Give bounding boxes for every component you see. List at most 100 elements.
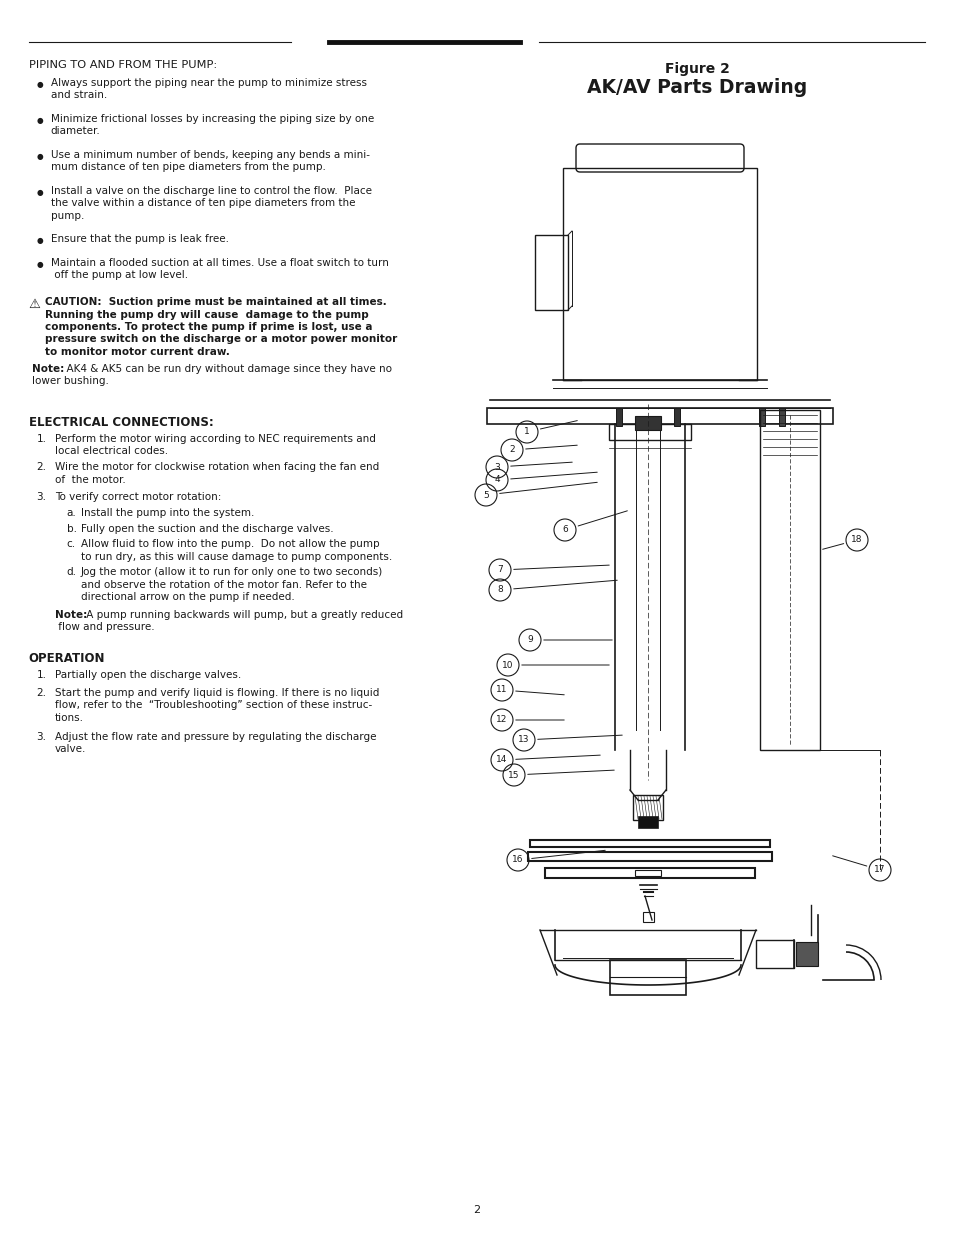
Bar	[530, 840, 769, 847]
Text: Always support the piping near the pump to minimize stress: Always support the piping near the pump …	[51, 78, 366, 88]
Text: 2: 2	[473, 1205, 480, 1215]
Text: 13: 13	[517, 736, 529, 745]
Text: d.: d.	[67, 567, 76, 577]
Text: Fully open the suction and the discharge valves.: Fully open the suction and the discharge…	[81, 524, 333, 534]
Text: 2: 2	[509, 446, 515, 454]
Text: ELECTRICAL CONNECTIONS:: ELECTRICAL CONNECTIONS:	[29, 416, 213, 430]
Bar	[633, 795, 662, 820]
Text: Jog the motor (allow it to run for only one to two seconds): Jog the motor (allow it to run for only …	[81, 567, 382, 577]
Text: OPERATION: OPERATION	[29, 652, 105, 666]
Text: 1.: 1.	[36, 669, 47, 679]
Bar	[635, 869, 660, 876]
Bar	[760, 410, 820, 750]
Text: Perform the motor wiring according to NEC requirements and: Perform the motor wiring according to NE…	[54, 433, 375, 443]
Text: Use a minimum number of bends, keeping any bends a mini-: Use a minimum number of bends, keeping a…	[51, 149, 369, 161]
Text: a.: a.	[67, 508, 76, 517]
Bar	[795, 942, 817, 966]
Text: mum distance of ten pipe diameters from the pump.: mum distance of ten pipe diameters from …	[51, 163, 325, 173]
Text: 10: 10	[501, 661, 514, 669]
Bar	[527, 852, 771, 861]
Text: flow and pressure.: flow and pressure.	[54, 622, 154, 632]
Text: 8: 8	[497, 585, 502, 594]
Bar	[635, 416, 660, 430]
Text: Adjust the flow rate and pressure by regulating the discharge: Adjust the flow rate and pressure by reg…	[54, 731, 375, 741]
Text: pump.: pump.	[51, 211, 84, 221]
Bar	[759, 408, 764, 426]
Text: lower bushing.: lower bushing.	[31, 375, 109, 387]
Text: flow, refer to the  “Troubleshooting” section of these instruc-: flow, refer to the “Troubleshooting” sec…	[54, 700, 372, 710]
Text: local electrical codes.: local electrical codes.	[54, 446, 168, 456]
Text: 3: 3	[494, 462, 499, 472]
Text: 6: 6	[561, 526, 567, 535]
Text: 7: 7	[497, 566, 502, 574]
Text: 2.: 2.	[36, 462, 47, 473]
Text: 3.: 3.	[36, 731, 47, 741]
Text: off the pump at low level.: off the pump at low level.	[51, 270, 188, 280]
Text: 3.: 3.	[36, 492, 47, 501]
Text: A pump running backwards will pump, but a greatly reduced: A pump running backwards will pump, but …	[83, 610, 402, 620]
Text: components. To protect the pump if prime is lost, use a: components. To protect the pump if prime…	[45, 322, 372, 332]
Text: ●: ●	[36, 261, 43, 269]
Text: Figure 2: Figure 2	[664, 62, 729, 77]
Text: of  the motor.: of the motor.	[54, 475, 125, 485]
Text: Start the pump and verify liquid is flowing. If there is no liquid: Start the pump and verify liquid is flow…	[54, 688, 378, 698]
Text: and observe the rotation of the motor fan. Refer to the: and observe the rotation of the motor fa…	[81, 579, 366, 589]
Text: ●: ●	[36, 188, 43, 198]
Text: 14: 14	[496, 756, 507, 764]
Text: valve.: valve.	[54, 743, 86, 755]
Text: 18: 18	[850, 536, 862, 545]
Text: ●: ●	[36, 116, 43, 125]
Text: pressure switch on the discharge or a motor power monitor: pressure switch on the discharge or a mo…	[45, 335, 396, 345]
Text: c.: c.	[67, 538, 75, 550]
Bar	[642, 911, 654, 923]
Text: AK/AV Parts Drawing: AK/AV Parts Drawing	[586, 78, 806, 98]
Text: ⚠: ⚠	[29, 298, 40, 311]
Text: the valve within a distance of ten pipe diameters from the: the valve within a distance of ten pipe …	[51, 199, 355, 209]
Bar	[608, 424, 690, 440]
Text: PIPING TO AND FROM THE PUMP:: PIPING TO AND FROM THE PUMP:	[29, 61, 216, 70]
Text: Maintain a flooded suction at all times. Use a float switch to turn: Maintain a flooded suction at all times.…	[51, 258, 388, 268]
Text: Ensure that the pump is leak free.: Ensure that the pump is leak free.	[51, 235, 229, 245]
Bar	[544, 868, 754, 878]
Text: Install a valve on the discharge line to control the flow.  Place: Install a valve on the discharge line to…	[51, 186, 372, 196]
Text: Wire the motor for clockwise rotation when facing the fan end: Wire the motor for clockwise rotation wh…	[54, 462, 378, 473]
Text: and strain.: and strain.	[51, 90, 107, 100]
Text: 15: 15	[508, 771, 519, 779]
Text: ●: ●	[36, 80, 43, 89]
Text: 1.: 1.	[36, 433, 47, 443]
Text: 1: 1	[523, 427, 529, 436]
Text: ●: ●	[36, 236, 43, 246]
Text: 11: 11	[496, 685, 507, 694]
Text: 4: 4	[494, 475, 499, 484]
Text: Note:: Note:	[31, 363, 64, 373]
Text: 9: 9	[527, 636, 533, 645]
Text: Minimize frictional losses by increasing the piping size by one: Minimize frictional losses by increasing…	[51, 114, 374, 124]
Bar	[638, 816, 658, 827]
Text: to run dry, as this will cause damage to pump components.: to run dry, as this will cause damage to…	[81, 552, 392, 562]
Text: 17: 17	[873, 866, 884, 874]
Text: 12: 12	[496, 715, 507, 725]
Text: tions.: tions.	[54, 713, 84, 722]
Text: Running the pump dry will cause  damage to the pump: Running the pump dry will cause damage t…	[45, 310, 368, 320]
Text: b.: b.	[67, 524, 76, 534]
Bar	[755, 940, 793, 968]
Bar	[616, 408, 621, 426]
Bar	[609, 960, 685, 995]
Bar	[535, 235, 567, 310]
Text: 16: 16	[512, 856, 523, 864]
Text: to monitor motor current draw.: to monitor motor current draw.	[45, 347, 230, 357]
Text: 2.: 2.	[36, 688, 47, 698]
Text: Partially open the discharge valves.: Partially open the discharge valves.	[54, 669, 240, 679]
Text: Note:: Note:	[54, 610, 87, 620]
Bar	[562, 168, 757, 380]
Text: Install the pump into the system.: Install the pump into the system.	[81, 508, 253, 517]
Text: Allow fluid to flow into the pump.  Do not allow the pump: Allow fluid to flow into the pump. Do no…	[81, 538, 379, 550]
Text: ●: ●	[36, 152, 43, 161]
Bar	[486, 408, 832, 424]
Bar	[673, 408, 679, 426]
Text: AK4 & AK5 can be run dry without damage since they have no: AK4 & AK5 can be run dry without damage …	[59, 363, 392, 373]
Text: To verify correct motor rotation:: To verify correct motor rotation:	[54, 492, 221, 501]
Text: directional arrow on the pump if needed.: directional arrow on the pump if needed.	[81, 592, 294, 601]
Text: 5: 5	[482, 490, 488, 499]
Bar	[779, 408, 784, 426]
